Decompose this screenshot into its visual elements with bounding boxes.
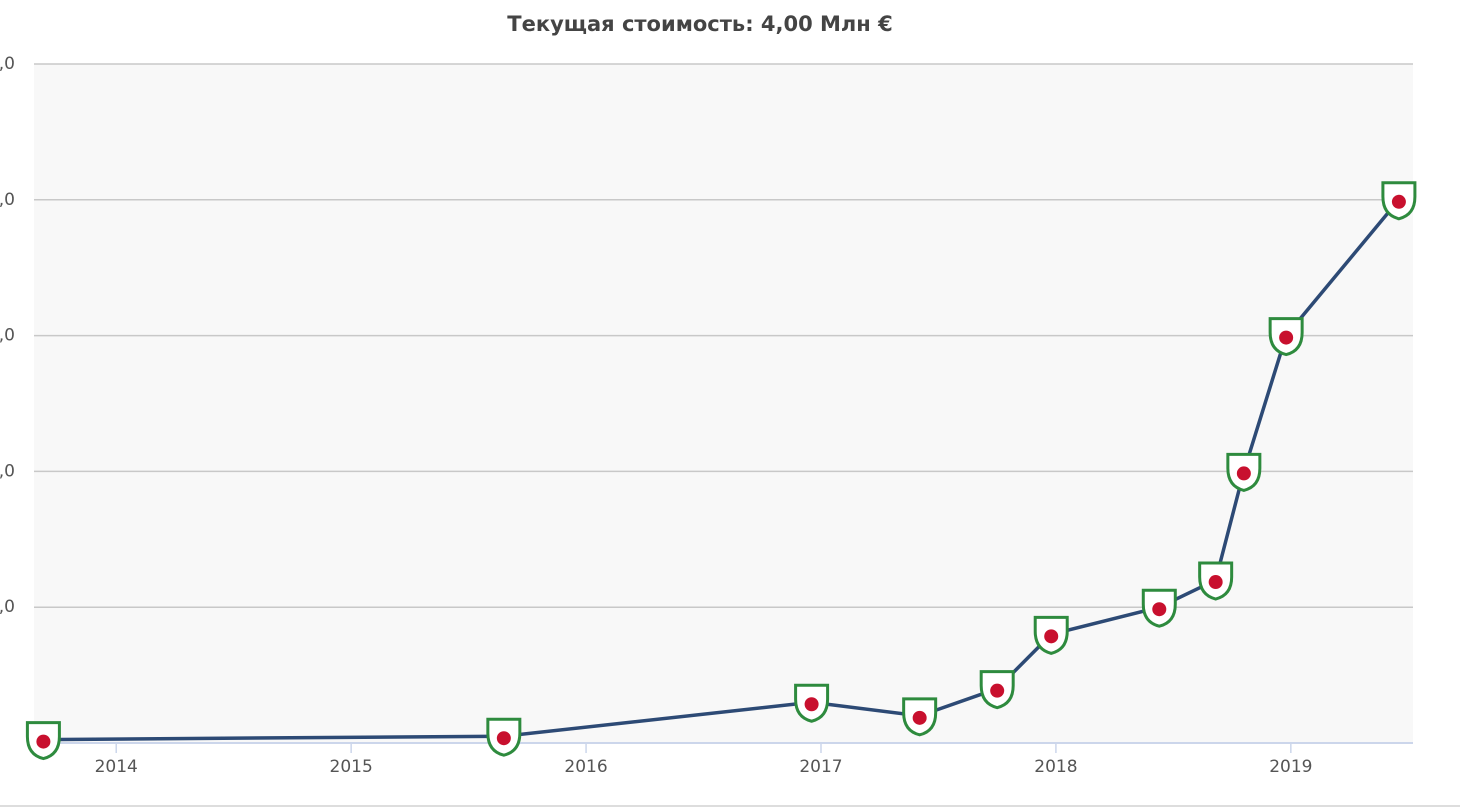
y-tick-label: 1,0	[0, 597, 15, 617]
club-marker-center	[1236, 466, 1251, 481]
x-tick-label: 2019	[1269, 757, 1312, 777]
club-marker-center	[1208, 575, 1223, 590]
club-marker-center	[990, 683, 1005, 698]
club-marker-center	[1044, 629, 1059, 644]
y-tick-label: 3,0	[0, 326, 15, 346]
club-marker-center	[804, 697, 819, 712]
y-tick-label: 4,0	[0, 190, 15, 210]
y-tick-label: 5,0	[0, 54, 15, 74]
plot-area	[34, 64, 1413, 743]
chart-title: Текущая стоимость: 4,00 Млн €	[507, 12, 893, 36]
x-tick-label: 2017	[799, 757, 842, 777]
x-tick-label: 2015	[330, 757, 373, 777]
x-tick-label: 2018	[1034, 757, 1077, 777]
club-marker-center	[1152, 602, 1167, 617]
club-marker-center	[1391, 194, 1406, 209]
y-tick-label: 2,0	[0, 461, 15, 481]
club-marker-center	[912, 710, 927, 725]
x-tick-label: 2014	[95, 757, 138, 777]
club-marker-center	[1279, 330, 1294, 345]
x-tick-label: 2016	[564, 757, 607, 777]
club-marker-center	[496, 731, 511, 746]
club-marker-center	[36, 734, 51, 749]
